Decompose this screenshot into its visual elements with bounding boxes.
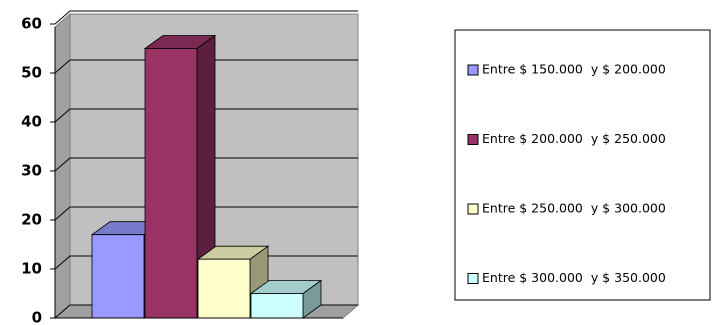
bar	[249, 279, 323, 319]
grid-line	[54, 10, 358, 25]
grid-line	[54, 108, 358, 123]
legend-label: Entre $ 300.000 y $ 350.000	[482, 270, 666, 285]
y-tick-label: 60	[21, 15, 42, 33]
side-wall	[54, 12, 71, 320]
bar	[196, 245, 270, 319]
bar-front	[144, 48, 198, 319]
y-tick-label: 50	[21, 64, 42, 82]
bar-front	[197, 258, 251, 319]
legend-swatch	[467, 203, 479, 215]
y-tick-label: 10	[21, 260, 42, 278]
y-tick-label: 20	[21, 211, 42, 229]
bar-front	[91, 234, 145, 319]
legend-swatch	[467, 273, 479, 284]
bar-front	[250, 293, 304, 319]
bars	[90, 34, 323, 319]
legend-label: Entre $ 150.000 y $ 200.000	[482, 62, 666, 77]
y-tick-label: 30	[21, 162, 42, 180]
legend-label: Entre $ 250.000 y $ 300.000	[482, 201, 666, 216]
grid-line	[54, 157, 358, 172]
bar	[143, 34, 217, 319]
legend-label: Entre $ 200.000 y $ 250.000	[482, 131, 666, 146]
legend-swatch	[467, 134, 479, 145]
legend-swatch	[467, 64, 479, 76]
legend	[454, 29, 711, 301]
y-tick-label: 0	[32, 309, 42, 325]
legend-items: Entre $ 150.000 y $ 200.000 Entre $ 200.0…	[467, 62, 666, 285]
grid-line	[54, 206, 358, 221]
grid-line	[54, 59, 358, 74]
y-tick-label: 40	[21, 113, 42, 131]
